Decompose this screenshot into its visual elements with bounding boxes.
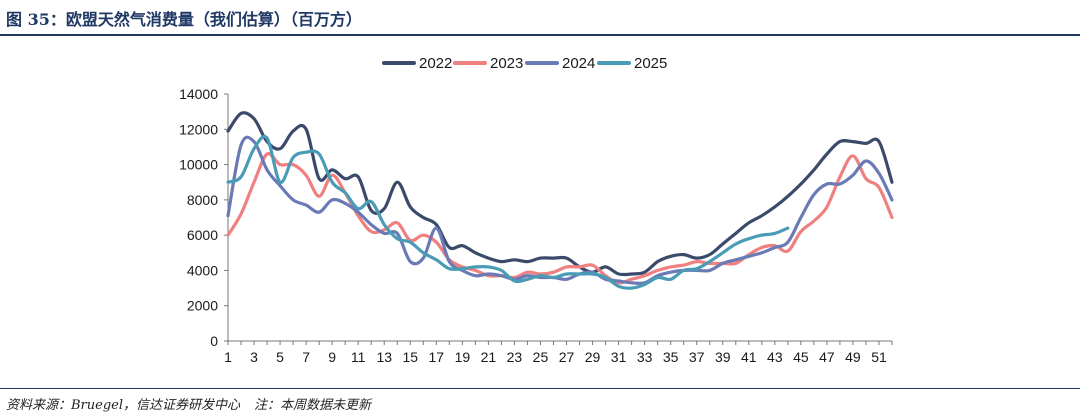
y-tick-label: 4000: [187, 262, 218, 278]
x-tick-label: 35: [663, 349, 679, 365]
x-tick-label: 7: [302, 349, 310, 365]
x-tick-label: 1: [224, 349, 232, 365]
x-tick-label: 33: [637, 349, 653, 365]
x-tick-label: 29: [585, 349, 601, 365]
x-tick-label: 49: [845, 349, 861, 365]
x-tick-label: 23: [507, 349, 523, 365]
x-tick-label: 45: [793, 349, 809, 365]
x-tick-label: 39: [715, 349, 731, 365]
series-line-2025: [226, 134, 790, 290]
source-text: 资料来源：Bruegel，信达证券研发中心: [6, 398, 241, 413]
x-tick-label: 41: [741, 349, 757, 365]
x-tick-label: 3: [250, 349, 258, 365]
y-tick-label: 12000: [179, 121, 218, 137]
x-tick-label: 13: [376, 349, 392, 365]
figure-title: 图 35：欧盟天然气消费量（我们估算）（百万方）: [6, 10, 362, 29]
source-note: 注：本周数据未更新: [254, 398, 372, 413]
source-rule: [0, 388, 1080, 389]
y-tick-label: 10000: [179, 157, 218, 173]
x-tick-label: 5: [276, 349, 284, 365]
x-tick-label: 9: [328, 349, 336, 365]
x-tick-label: 15: [402, 349, 418, 365]
y-tick-label: 14000: [179, 86, 218, 102]
x-tick-label: 25: [533, 349, 549, 365]
x-tick-label: 11: [351, 349, 366, 365]
x-tick-label: 27: [559, 349, 575, 365]
y-tick-label: 2000: [187, 298, 218, 314]
y-tick-label: 8000: [187, 192, 218, 208]
x-tick-label: 31: [611, 349, 627, 365]
y-tick-label: 6000: [187, 227, 218, 243]
x-tick-label: 19: [455, 349, 471, 365]
legend-label-2025: 2025: [634, 55, 667, 72]
x-tick-label: 21: [481, 349, 497, 365]
x-tick-label: 51: [871, 349, 887, 365]
legend-label-2022: 2022: [419, 55, 452, 72]
series-line-2022: [226, 111, 894, 277]
x-tick-label: 37: [689, 349, 705, 365]
title-rule: [0, 34, 1080, 36]
series-line-2023: [226, 151, 894, 285]
x-tick-label: 43: [767, 349, 783, 365]
legend-label-2023: 2023: [490, 55, 523, 72]
chart-plot-area: [226, 111, 894, 290]
series-line-2024: [226, 135, 894, 286]
y-tick-label: 0: [210, 333, 218, 349]
x-tick-label: 17: [429, 349, 445, 365]
chart-legend: 2022 2023 2024 2025: [382, 55, 667, 72]
x-tick-label: 47: [819, 349, 835, 365]
legend-label-2024: 2024: [562, 55, 595, 72]
source-line: 资料来源：Bruegel，信达证券研发中心 注：本周数据未更新: [6, 394, 371, 413]
